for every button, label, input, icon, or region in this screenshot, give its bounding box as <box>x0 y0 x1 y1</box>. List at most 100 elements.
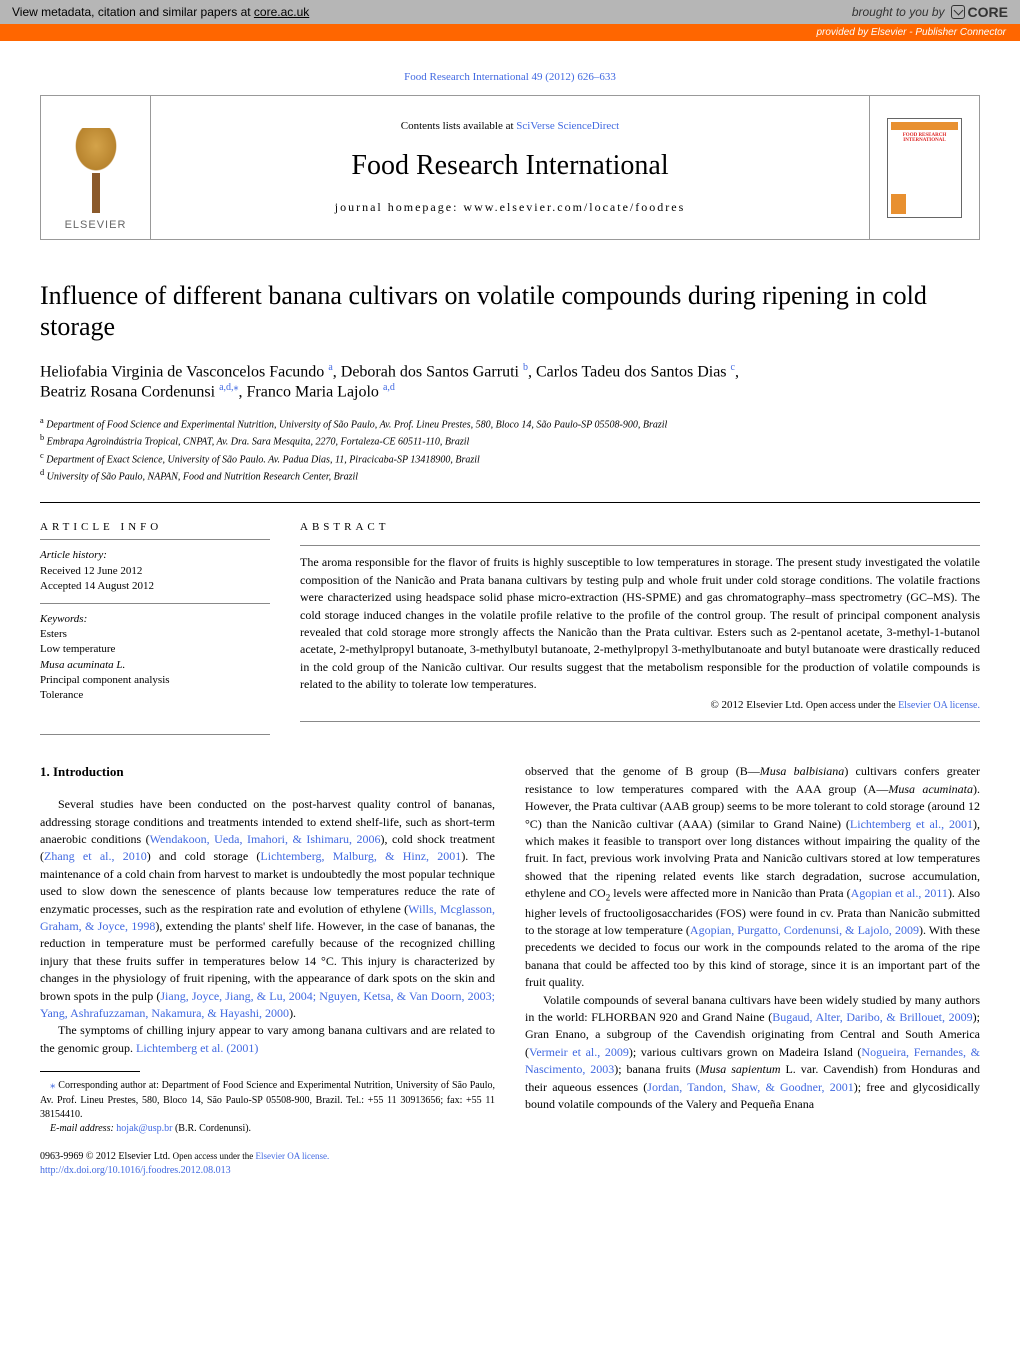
copyright-prefix: © 2012 Elsevier Ltd. <box>710 699 805 711</box>
keywords-block: Keywords: Esters Low temperature Musa ac… <box>40 604 270 712</box>
citation-link[interactable]: Lichtemberg et al., 2001 <box>850 817 973 831</box>
accepted-date: Accepted 14 August 2012 <box>40 580 154 592</box>
keywords-label: Keywords: <box>40 613 87 625</box>
footnote-separator <box>40 1071 140 1072</box>
affiliation: a Department of Food Science and Experim… <box>40 415 980 432</box>
keyword: Esters <box>40 628 67 640</box>
abstract-column: ABSTRACT The aroma responsible for the f… <box>300 521 980 722</box>
author-name: Deborah dos Santos Garruti <box>341 364 519 381</box>
author-name: Franco Maria Lajolo <box>247 383 379 400</box>
author-affil-sup: a,d, <box>219 382 233 393</box>
thin-divider <box>40 734 270 735</box>
provider-text: provided by Elsevier - Publisher Connect… <box>816 27 1006 38</box>
footnote-star-icon: ⁎ <box>50 1079 56 1091</box>
email-label: E-mail address: <box>50 1123 116 1134</box>
body-paragraph: observed that the genome of B group (B—M… <box>525 763 980 991</box>
copyright-line: © 2012 Elsevier Ltd. Open access under t… <box>300 699 980 711</box>
journal-cover-thumbnail: FOOD RESEARCH INTERNATIONAL <box>887 118 962 218</box>
info-abstract-row: ARTICLE INFO Article history: Received 1… <box>40 521 980 722</box>
citation-link[interactable]: Lichtemberg, Malburg, & Hinz, 2001 <box>260 849 461 863</box>
article-info-column: ARTICLE INFO Article history: Received 1… <box>40 521 270 722</box>
body-paragraph: Volatile compounds of several banana cul… <box>525 992 980 1114</box>
right-column: observed that the genome of B group (B—M… <box>525 763 980 1178</box>
affiliation: b Embrapa Agroindústria Tropical, CNPAT,… <box>40 432 980 449</box>
journal-name: Food Research International <box>351 150 668 182</box>
author-affil-sup: a,d <box>383 382 395 393</box>
citation-link[interactable]: Vermeir et al., 2009 <box>529 1045 629 1059</box>
citation-link[interactable]: Bugaud, Alter, Daribo, & Brillouet, 2009 <box>772 1010 972 1024</box>
email-suffix: (B.R. Cordenunsi). <box>172 1123 251 1134</box>
abstract-text: The aroma responsible for the flavor of … <box>300 554 980 693</box>
contents-label: Contents lists available at <box>401 120 516 132</box>
body-paragraph: The symptoms of chilling injury appear t… <box>40 1022 495 1057</box>
author-affil-sup: b <box>523 362 528 373</box>
received-date: Received 12 June 2012 <box>40 565 142 577</box>
bottom-references: 0963-9969 © 2012 Elsevier Ltd. Open acce… <box>40 1150 495 1179</box>
corresponding-star-icon: ⁎ <box>234 382 239 393</box>
article-title: Influence of different banana cultivars … <box>40 280 980 342</box>
left-column: 1. Introduction Several studies have bee… <box>40 763 495 1178</box>
affiliation-text: Department of Exact Science, University … <box>46 454 480 465</box>
section-divider <box>40 502 980 503</box>
affiliation-text: University of São Paulo, NAPAN, Food and… <box>47 471 358 482</box>
oa-license-link[interactable]: Elsevier OA license. <box>898 700 980 711</box>
sciencedirect-link[interactable]: SciVerse ScienceDirect <box>516 120 619 132</box>
corresponding-footnote: ⁎ Corresponding author at: Department of… <box>40 1078 495 1121</box>
author-affil-sup: a <box>328 362 332 373</box>
body-paragraph: Several studies have been conducted on t… <box>40 796 495 1022</box>
affiliation-text: Embrapa Agroindústria Tropical, CNPAT, A… <box>47 437 470 448</box>
author-affil-sup: c <box>731 362 735 373</box>
oa-license-link[interactable]: Elsevier OA license. <box>256 1151 330 1161</box>
citation-link[interactable]: Lichtemberg et al. (2001) <box>136 1041 258 1055</box>
page-content: Food Research International 49 (2012) 62… <box>0 41 1020 1219</box>
author-name: Heliofabia Virginia de Vasconcelos Facun… <box>40 364 324 381</box>
email-footnote: E-mail address: hojak@usp.br (B.R. Corde… <box>40 1122 495 1136</box>
citation-link[interactable]: Wendakoon, Ueda, Imahori, & Ishimaru, 20… <box>150 832 381 846</box>
core-logo-text: CORE <box>968 4 1008 20</box>
body-two-columns: 1. Introduction Several studies have bee… <box>40 763 980 1178</box>
core-brought-by: brought to you by <box>852 5 945 19</box>
core-download-icon <box>951 5 965 19</box>
abstract-heading: ABSTRACT <box>300 521 980 533</box>
elsevier-logo-box: ELSEVIER <box>41 96 151 239</box>
journal-reference: Food Research International 49 (2012) 62… <box>40 71 980 83</box>
doi-link[interactable]: http://dx.doi.org/10.1016/j.foodres.2012… <box>40 1165 231 1176</box>
journal-cover-box: FOOD RESEARCH INTERNATIONAL <box>869 96 979 239</box>
thin-divider <box>300 721 980 722</box>
citation-link[interactable]: Jordan, Tandon, Shaw, & Goodner, 2001 <box>647 1080 853 1094</box>
species-name: Musa sapientum <box>700 1062 781 1076</box>
section-heading: 1. Introduction <box>40 763 495 782</box>
core-logo: CORE <box>951 4 1008 20</box>
species-name: Musa balbisiana <box>760 764 845 778</box>
authors-list: Heliofabia Virginia de Vasconcelos Facun… <box>40 362 980 401</box>
author-name: Beatriz Rosana Cordenunsi <box>40 383 215 400</box>
elsevier-tree-icon <box>61 128 131 213</box>
journal-homepage: journal homepage: www.elsevier.com/locat… <box>335 200 685 215</box>
affiliation-text: Department of Food Science and Experimen… <box>46 419 667 430</box>
core-banner-right: brought to you by CORE <box>852 4 1008 20</box>
journal-header-box: ELSEVIER Contents lists available at Sci… <box>40 95 980 240</box>
core-link[interactable]: core.ac.uk <box>254 5 309 19</box>
citation-link[interactable]: Zhang et al., 2010 <box>44 849 147 863</box>
core-banner-left: View metadata, citation and similar pape… <box>12 5 309 19</box>
footnote-text: Corresponding author at: Department of F… <box>40 1080 495 1119</box>
affiliation: c Department of Exact Science, Universit… <box>40 450 980 467</box>
keyword: Musa acuminata L. <box>40 659 125 671</box>
affiliations-list: a Department of Food Science and Experim… <box>40 415 980 484</box>
keyword: Low temperature <box>40 643 115 655</box>
citation-link[interactable]: Agopian, Purgatto, Cordenunsi, & Lajolo,… <box>690 923 919 937</box>
article-info-heading: ARTICLE INFO <box>40 521 270 533</box>
cover-thumb-title: FOOD RESEARCH INTERNATIONAL <box>891 133 958 144</box>
core-banner-text: View metadata, citation and similar pape… <box>12 5 254 19</box>
species-name: Musa acuminata <box>888 782 973 796</box>
journal-header-center: Contents lists available at SciVerse Sci… <box>151 96 869 239</box>
copyright-open: Open access under the <box>806 700 898 711</box>
keyword: Principal component analysis <box>40 674 170 686</box>
keyword: Tolerance <box>40 689 83 701</box>
contents-available-line: Contents lists available at SciVerse Sci… <box>401 120 619 132</box>
elsevier-label: ELSEVIER <box>65 219 127 231</box>
core-metadata-banner: View metadata, citation and similar pape… <box>0 0 1020 24</box>
issn-line: 0963-9969 © 2012 Elsevier Ltd. Open acce… <box>40 1150 495 1165</box>
email-link[interactable]: hojak@usp.br <box>116 1123 172 1134</box>
citation-link[interactable]: Agopian et al., 2011 <box>851 886 948 900</box>
